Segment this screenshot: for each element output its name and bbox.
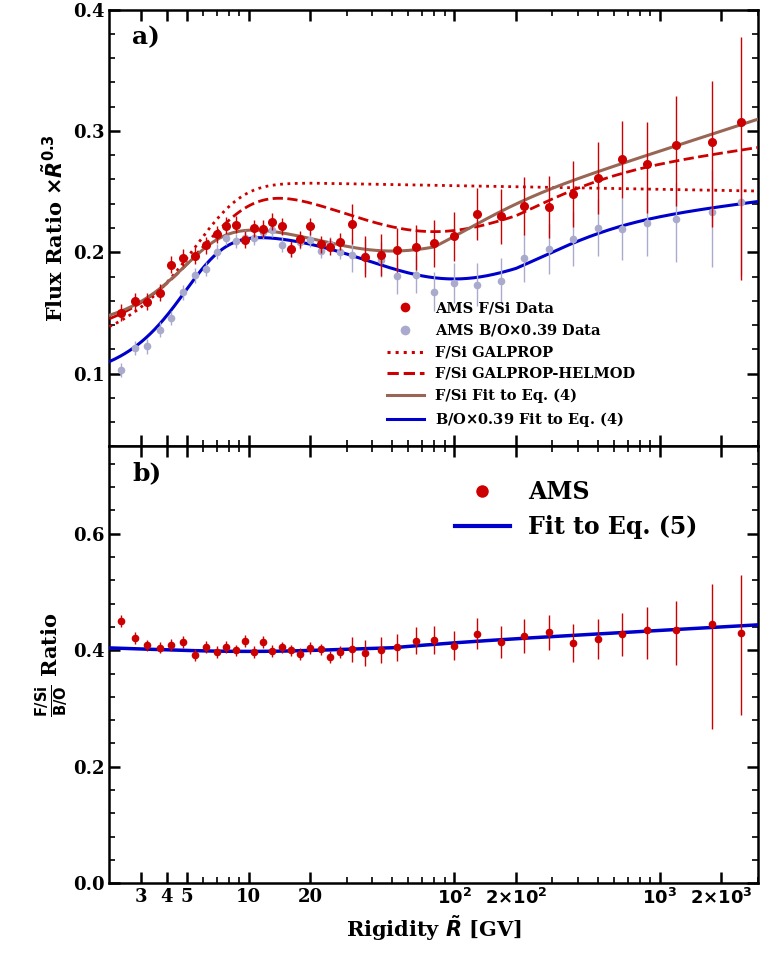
- Y-axis label: $\frac{\mathrm{F/Si}}{\mathrm{B/O}}$ Ratio: $\frac{\mathrm{F/Si}}{\mathrm{B/O}}$ Rat…: [34, 612, 70, 717]
- Text: b): b): [132, 462, 162, 486]
- Legend: AMS F/Si Data, AMS B/O$\times$0.39 Data, F/Si GALPROP, F/Si GALPROP-HELMOD, F/Si: AMS F/Si Data, AMS B/O$\times$0.39 Data,…: [381, 296, 641, 435]
- Text: a): a): [132, 25, 160, 49]
- Y-axis label: Flux Ratio $\times\tilde{R}^{0.3}$: Flux Ratio $\times\tilde{R}^{0.3}$: [42, 134, 67, 322]
- X-axis label: Rigidity $\tilde{R}$ [GV]: Rigidity $\tilde{R}$ [GV]: [345, 914, 522, 944]
- Legend: AMS, Fit to Eq. (5): AMS, Fit to Eq. (5): [446, 470, 706, 547]
